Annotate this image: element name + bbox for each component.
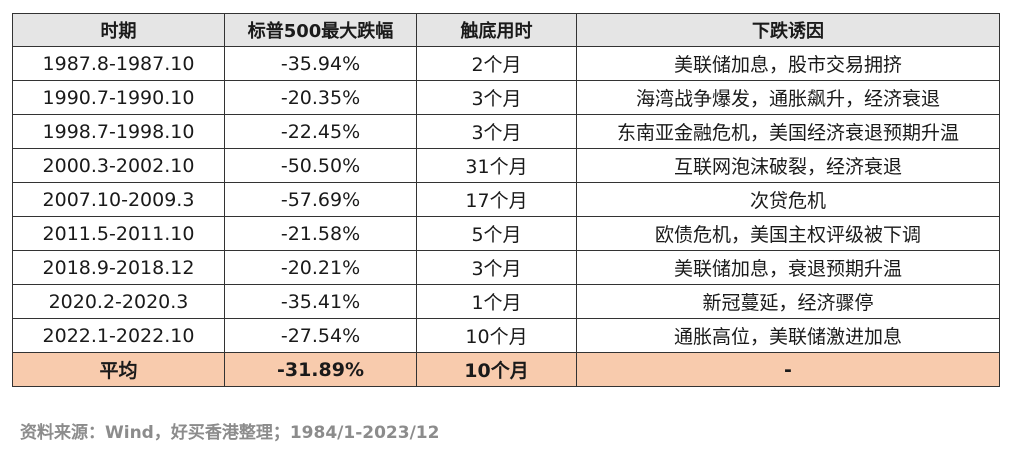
cell-drawdown: -57.69% xyxy=(224,182,417,217)
cell-cause: 互联网泡沫破裂，经济衰退 xyxy=(576,148,1000,183)
cell-period: 2018.9-2018.12 xyxy=(12,250,225,285)
header-period: 时期 xyxy=(12,13,225,47)
cell-duration: 3个月 xyxy=(416,250,577,285)
cell-period: 2022.1-2022.10 xyxy=(12,318,225,353)
cell-drawdown: -22.45% xyxy=(224,114,417,149)
cell-cause: 美联储加息，股市交易拥挤 xyxy=(576,46,1000,81)
source-note: 资料来源：Wind，好买香港整理；1984/1-2023/12 xyxy=(20,423,440,443)
cell-period: 2020.2-2020.3 xyxy=(12,284,225,319)
table-row: 1998.7-1998.10 -22.45% 3个月 东南亚金融危机，美国经济衰… xyxy=(12,114,1000,149)
cell-drawdown: -35.94% xyxy=(224,46,417,81)
cell-drawdown: -27.54% xyxy=(224,318,417,353)
cell-period: 1990.7-1990.10 xyxy=(12,80,225,115)
cell-duration: 2个月 xyxy=(416,46,577,81)
header-row: 时期 标普500最大跌幅 触底用时 下跌诱因 xyxy=(12,13,1000,47)
cell-period: 1998.7-1998.10 xyxy=(12,114,225,149)
cell-duration: 5个月 xyxy=(416,216,577,251)
drawdown-table-container: 时期 标普500最大跌幅 触底用时 下跌诱因 1987.8-1987.10 -3… xyxy=(12,13,1000,387)
average-drawdown: -31.89% xyxy=(224,352,417,387)
table-row: 2020.2-2020.3 -35.41% 1个月 新冠蔓延，经济骤停 xyxy=(12,284,1000,319)
header-time-to-bottom: 触底用时 xyxy=(416,13,577,47)
cell-cause: 通胀高位，美联储激进加息 xyxy=(576,318,1000,353)
cell-duration: 10个月 xyxy=(416,318,577,353)
cell-drawdown: -35.41% xyxy=(224,284,417,319)
average-duration: 10个月 xyxy=(416,352,577,387)
cell-period: 2011.5-2011.10 xyxy=(12,216,225,251)
table-row: 1987.8-1987.10 -35.94% 2个月 美联储加息，股市交易拥挤 xyxy=(12,46,1000,81)
cell-duration: 17个月 xyxy=(416,182,577,217)
table-body: 1987.8-1987.10 -35.94% 2个月 美联储加息，股市交易拥挤 … xyxy=(12,46,1000,353)
table-header: 时期 标普500最大跌幅 触底用时 下跌诱因 xyxy=(12,13,1000,47)
cell-duration: 3个月 xyxy=(416,114,577,149)
cell-period: 2000.3-2002.10 xyxy=(12,148,225,183)
cell-period: 1987.8-1987.10 xyxy=(12,46,225,81)
table-row: 2018.9-2018.12 -20.21% 3个月 美联储加息，衰退预期升温 xyxy=(12,250,1000,285)
table-row: 2011.5-2011.10 -21.58% 5个月 欧债危机，美国主权评级被下… xyxy=(12,216,1000,251)
cell-cause: 海湾战争爆发，通胀飙升，经济衰退 xyxy=(576,80,1000,115)
cell-drawdown: -50.50% xyxy=(224,148,417,183)
header-max-drawdown: 标普500最大跌幅 xyxy=(224,13,417,47)
table-footer: 平均 -31.89% 10个月 - xyxy=(12,352,1000,387)
table-row: 1990.7-1990.10 -20.35% 3个月 海湾战争爆发，通胀飙升，经… xyxy=(12,80,1000,115)
cell-duration: 31个月 xyxy=(416,148,577,183)
header-cause: 下跌诱因 xyxy=(576,13,1000,47)
cell-duration: 3个月 xyxy=(416,80,577,115)
average-label: 平均 xyxy=(12,352,225,387)
cell-cause: 欧债危机，美国主权评级被下调 xyxy=(576,216,1000,251)
cell-cause: 东南亚金融危机，美国经济衰退预期升温 xyxy=(576,114,1000,149)
cell-cause: 美联储加息，衰退预期升温 xyxy=(576,250,1000,285)
cell-duration: 1个月 xyxy=(416,284,577,319)
sp500-drawdown-table: 时期 标普500最大跌幅 触底用时 下跌诱因 1987.8-1987.10 -3… xyxy=(12,13,1000,387)
cell-drawdown: -20.21% xyxy=(224,250,417,285)
average-row: 平均 -31.89% 10个月 - xyxy=(12,352,1000,387)
average-cause: - xyxy=(576,352,1000,387)
table-row: 2022.1-2022.10 -27.54% 10个月 通胀高位，美联储激进加息 xyxy=(12,318,1000,353)
table-row: 2000.3-2002.10 -50.50% 31个月 互联网泡沫破裂，经济衰退 xyxy=(12,148,1000,183)
cell-cause: 新冠蔓延，经济骤停 xyxy=(576,284,1000,319)
cell-period: 2007.10-2009.3 xyxy=(12,182,225,217)
table-row: 2007.10-2009.3 -57.69% 17个月 次贷危机 xyxy=(12,182,1000,217)
cell-cause: 次贷危机 xyxy=(576,182,1000,217)
cell-drawdown: -20.35% xyxy=(224,80,417,115)
cell-drawdown: -21.58% xyxy=(224,216,417,251)
